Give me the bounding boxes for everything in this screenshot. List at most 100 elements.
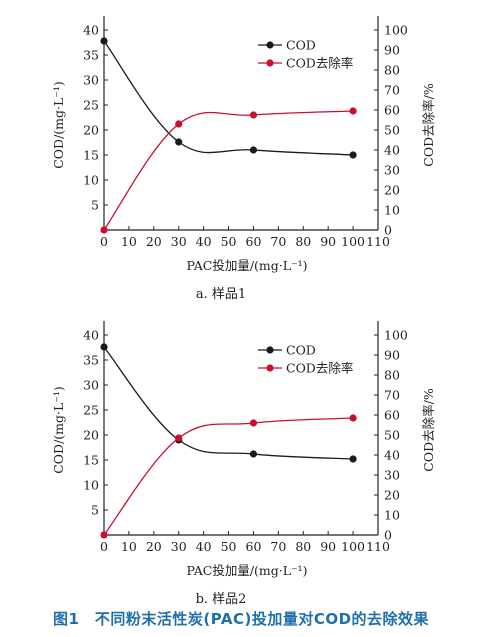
figure-caption: 图1 不同粉末活性炭(PAC)投加量对COD的去除效果 <box>52 610 430 628</box>
y2-tick-label: 40 <box>384 448 400 463</box>
x-tick-label: 100 <box>341 234 365 249</box>
x-tick-label: 60 <box>246 234 262 249</box>
y-tick-label: 35 <box>83 48 99 63</box>
y2-tick-label: 70 <box>384 83 400 98</box>
legend-label: COD去除率 <box>286 361 353 376</box>
y-tick-label: 10 <box>83 173 99 188</box>
y-tick-label: 15 <box>83 148 99 163</box>
y2-tick-label: 20 <box>384 183 400 198</box>
y2-tick-label: 100 <box>384 328 408 343</box>
y-tick-label: 40 <box>83 23 99 38</box>
legend-label: COD <box>286 343 316 358</box>
x-tick-label: 110 <box>366 234 390 249</box>
y2-tick-label: 50 <box>384 428 400 443</box>
y-tick-label: 5 <box>91 503 99 518</box>
y2-tick-label: 70 <box>384 388 400 403</box>
series-line-removal <box>103 110 354 231</box>
y-tick-label: 35 <box>83 353 99 368</box>
x-tick-label: 100 <box>341 539 365 554</box>
x-tick-label: 0 <box>100 234 108 249</box>
x-tick-label: 10 <box>121 234 137 249</box>
chart-caption: b. 样品2 <box>196 592 247 607</box>
x-tick-label: 30 <box>171 539 187 554</box>
data-point-removal <box>349 107 357 115</box>
legend-marker <box>266 364 274 372</box>
x-tick-label: 20 <box>146 539 162 554</box>
chart-sample-2: 0 10 20 30 40 50 60 70 80 90 100 110510152025303540… <box>51 321 436 607</box>
y-tick-label: 40 <box>83 328 99 343</box>
data-point-cod <box>349 151 357 159</box>
x-tick-label: 0 <box>100 539 108 554</box>
x-tick-label: 30 <box>171 234 187 249</box>
data-point-removal <box>349 414 357 422</box>
x-tick-label: 40 <box>196 234 212 249</box>
y2-tick-label: 0 <box>384 223 392 238</box>
y-tick-label: 20 <box>83 428 99 443</box>
y2-tick-label: 30 <box>384 163 400 178</box>
x-tick-label: 10 <box>121 539 137 554</box>
y2-tick-label: 100 <box>384 23 408 38</box>
y-axis-title: COD/(mg·L⁻¹) <box>51 386 66 474</box>
y2-tick-label: 60 <box>384 408 400 423</box>
x-tick-label: 110 <box>366 539 390 554</box>
y2-axis-title: COD去除率/% <box>421 388 436 472</box>
chart-caption: a. 样品1 <box>196 287 246 302</box>
y2-tick-label: 60 <box>384 103 400 118</box>
x-axis-title: PAC投加量/(mg·L⁻¹) <box>186 563 307 578</box>
x-tick-label: 90 <box>320 234 336 249</box>
y2-tick-label: 10 <box>384 203 400 218</box>
legend-marker <box>266 59 274 67</box>
x-tick-label: 50 <box>221 539 237 554</box>
series-line-cod <box>103 346 354 460</box>
y-tick-label: 25 <box>83 403 99 418</box>
y2-tick-label: 80 <box>384 368 400 383</box>
x-tick-label: 50 <box>221 234 237 249</box>
data-point-cod <box>100 343 108 351</box>
y-tick-label: 30 <box>83 73 99 88</box>
x-tick-label: 90 <box>320 539 336 554</box>
data-point-cod <box>175 138 183 146</box>
x-tick-label: 60 <box>246 539 262 554</box>
x-tick-label: 70 <box>270 234 286 249</box>
x-tick-label: 20 <box>146 234 162 249</box>
data-point-cod <box>249 146 258 154</box>
series-line-removal <box>103 417 354 536</box>
x-tick-label: 70 <box>270 539 286 554</box>
y2-tick-label: 10 <box>384 508 400 523</box>
x-tick-label: 40 <box>196 539 212 554</box>
y-tick-label: 10 <box>83 478 99 493</box>
y-tick-label: 15 <box>83 453 99 468</box>
y-axis-title: COD/(mg·L⁻¹) <box>51 81 66 169</box>
legend-marker <box>266 41 274 49</box>
data-point-removal <box>175 434 183 442</box>
data-point-cod <box>249 450 258 458</box>
y2-tick-label: 90 <box>384 348 400 363</box>
data-point-removal <box>249 419 258 427</box>
y-tick-label: 25 <box>83 98 99 113</box>
legend-label: COD去除率 <box>286 56 353 71</box>
data-point-removal <box>249 111 258 119</box>
y-tick-label: 20 <box>83 123 99 138</box>
y2-tick-label: 30 <box>384 468 400 483</box>
data-point-cod <box>100 37 108 45</box>
y2-tick-label: 50 <box>384 123 400 138</box>
series-line-cod <box>103 40 354 156</box>
y-tick-label: 5 <box>91 198 99 213</box>
data-point-removal <box>100 226 108 234</box>
legend-label: COD <box>286 38 316 53</box>
y2-axis-title: COD去除率/% <box>421 83 436 167</box>
x-axis-title: PAC投加量/(mg·L⁻¹) <box>186 258 307 273</box>
x-tick-label: 80 <box>295 234 311 249</box>
chart-sample-1: 0 10 20 30 40 50 60 70 80 90 100 110510152025303540… <box>51 16 436 302</box>
y2-tick-label: 20 <box>384 488 400 503</box>
y2-tick-label: 0 <box>384 528 392 543</box>
y2-tick-label: 40 <box>384 143 400 158</box>
legend-marker <box>266 346 274 354</box>
y-tick-label: 30 <box>83 378 99 393</box>
data-point-cod <box>349 455 357 463</box>
data-point-removal <box>100 531 108 539</box>
y2-tick-label: 90 <box>384 43 400 58</box>
x-tick-label: 80 <box>295 539 311 554</box>
data-point-removal <box>175 120 183 128</box>
y2-tick-label: 80 <box>384 63 400 78</box>
